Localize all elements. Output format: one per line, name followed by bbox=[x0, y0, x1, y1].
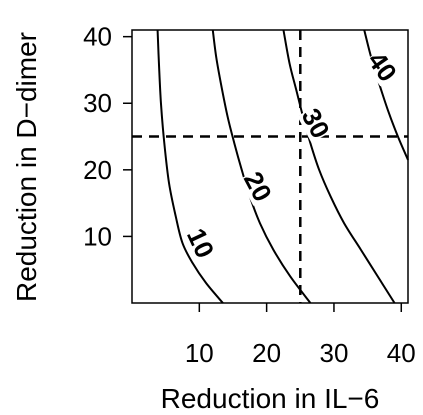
contour-line-20 bbox=[211, 29, 312, 304]
contour-label-10: 10 bbox=[181, 224, 220, 263]
x-axis-title: Reduction in IL−6 bbox=[161, 383, 380, 414]
y-tick-label: 10 bbox=[83, 221, 112, 251]
contour-label-20: 20 bbox=[238, 167, 278, 207]
contour-label-bg bbox=[363, 46, 402, 87]
y-axis-title: Reduction in D−dimer bbox=[11, 32, 42, 302]
y-tick-label: 30 bbox=[83, 88, 112, 118]
contour-line-10 bbox=[156, 29, 224, 304]
contour-label-bg bbox=[182, 223, 219, 263]
reference-lines bbox=[132, 30, 408, 303]
contour-line-40 bbox=[363, 29, 409, 161]
axis-ticks: 10 20 30 40 10 20 30 40 bbox=[83, 22, 416, 368]
contour-line-30 bbox=[282, 29, 396, 304]
x-tick-label: 10 bbox=[185, 338, 214, 368]
y-tick-label: 40 bbox=[83, 22, 112, 52]
y-tick-label: 20 bbox=[83, 155, 112, 185]
x-tick-label: 20 bbox=[252, 338, 281, 368]
contour-label-bg bbox=[239, 167, 277, 206]
x-tick-label: 40 bbox=[387, 338, 416, 368]
contour-label-bg bbox=[297, 103, 335, 143]
x-tick-label: 30 bbox=[319, 338, 348, 368]
contour-lines bbox=[156, 29, 409, 304]
contour-label-40: 40 bbox=[362, 46, 403, 87]
plot-frame bbox=[131, 29, 409, 304]
